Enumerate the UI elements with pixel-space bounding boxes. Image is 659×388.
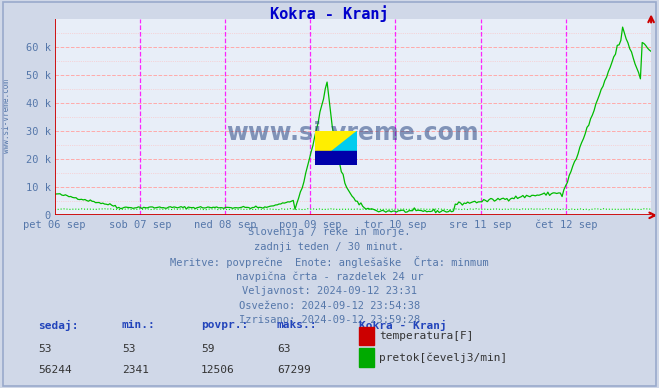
Text: Izrisano: 2024-09-12 23:59:28: Izrisano: 2024-09-12 23:59:28 [239, 315, 420, 326]
Text: Meritve: povprečne  Enote: anglešaške  Črta: minmum: Meritve: povprečne Enote: anglešaške Črt… [170, 256, 489, 268]
Polygon shape [314, 132, 357, 165]
Text: temperatura[F]: temperatura[F] [379, 331, 473, 341]
Text: 53: 53 [122, 344, 135, 354]
Text: maks.:: maks.: [277, 320, 317, 330]
Text: Slovenija / reke in morje.: Slovenija / reke in morje. [248, 227, 411, 237]
Text: 2341: 2341 [122, 365, 149, 375]
Text: 12506: 12506 [201, 365, 235, 375]
Text: 63: 63 [277, 344, 290, 354]
Text: www.si-vreme.com: www.si-vreme.com [227, 121, 479, 145]
Text: povpr.:: povpr.: [201, 320, 248, 330]
Text: 67299: 67299 [277, 365, 310, 375]
Polygon shape [314, 151, 357, 165]
Text: Kokra - Kranj: Kokra - Kranj [270, 5, 389, 22]
Text: www.si-vreme.com: www.si-vreme.com [2, 80, 11, 153]
Text: min.:: min.: [122, 320, 156, 330]
Text: sedaj:: sedaj: [38, 320, 78, 331]
Text: pretok[čevelj3/min]: pretok[čevelj3/min] [379, 352, 507, 363]
Text: navpična črta - razdelek 24 ur: navpična črta - razdelek 24 ur [236, 271, 423, 282]
Text: Veljavnost: 2024-09-12 23:31: Veljavnost: 2024-09-12 23:31 [242, 286, 417, 296]
Text: 59: 59 [201, 344, 214, 354]
Text: Osveženo: 2024-09-12 23:54:38: Osveženo: 2024-09-12 23:54:38 [239, 301, 420, 311]
Text: 53: 53 [38, 344, 51, 354]
Text: zadnji teden / 30 minut.: zadnji teden / 30 minut. [254, 242, 405, 252]
Polygon shape [314, 132, 357, 165]
Text: 56244: 56244 [38, 365, 72, 375]
Text: Kokra - Kranj: Kokra - Kranj [359, 320, 447, 331]
